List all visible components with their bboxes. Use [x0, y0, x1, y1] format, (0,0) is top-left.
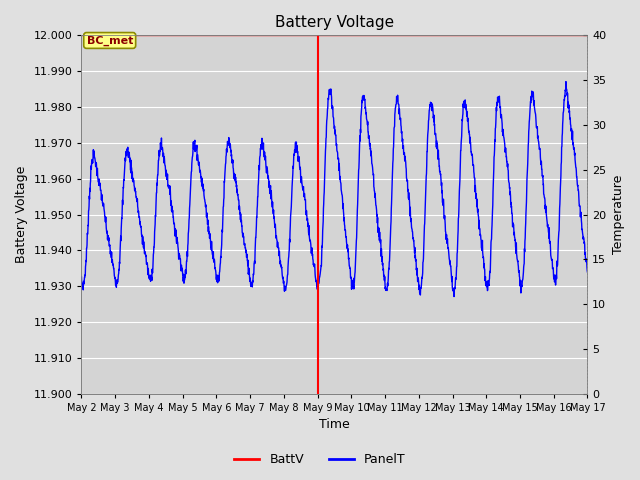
- Title: Battery Voltage: Battery Voltage: [275, 15, 394, 30]
- Text: BC_met: BC_met: [86, 36, 133, 46]
- Legend: BattV, PanelT: BattV, PanelT: [229, 448, 411, 471]
- Y-axis label: Battery Voltage: Battery Voltage: [15, 166, 28, 263]
- Y-axis label: Temperature: Temperature: [612, 175, 625, 254]
- X-axis label: Time: Time: [319, 419, 350, 432]
